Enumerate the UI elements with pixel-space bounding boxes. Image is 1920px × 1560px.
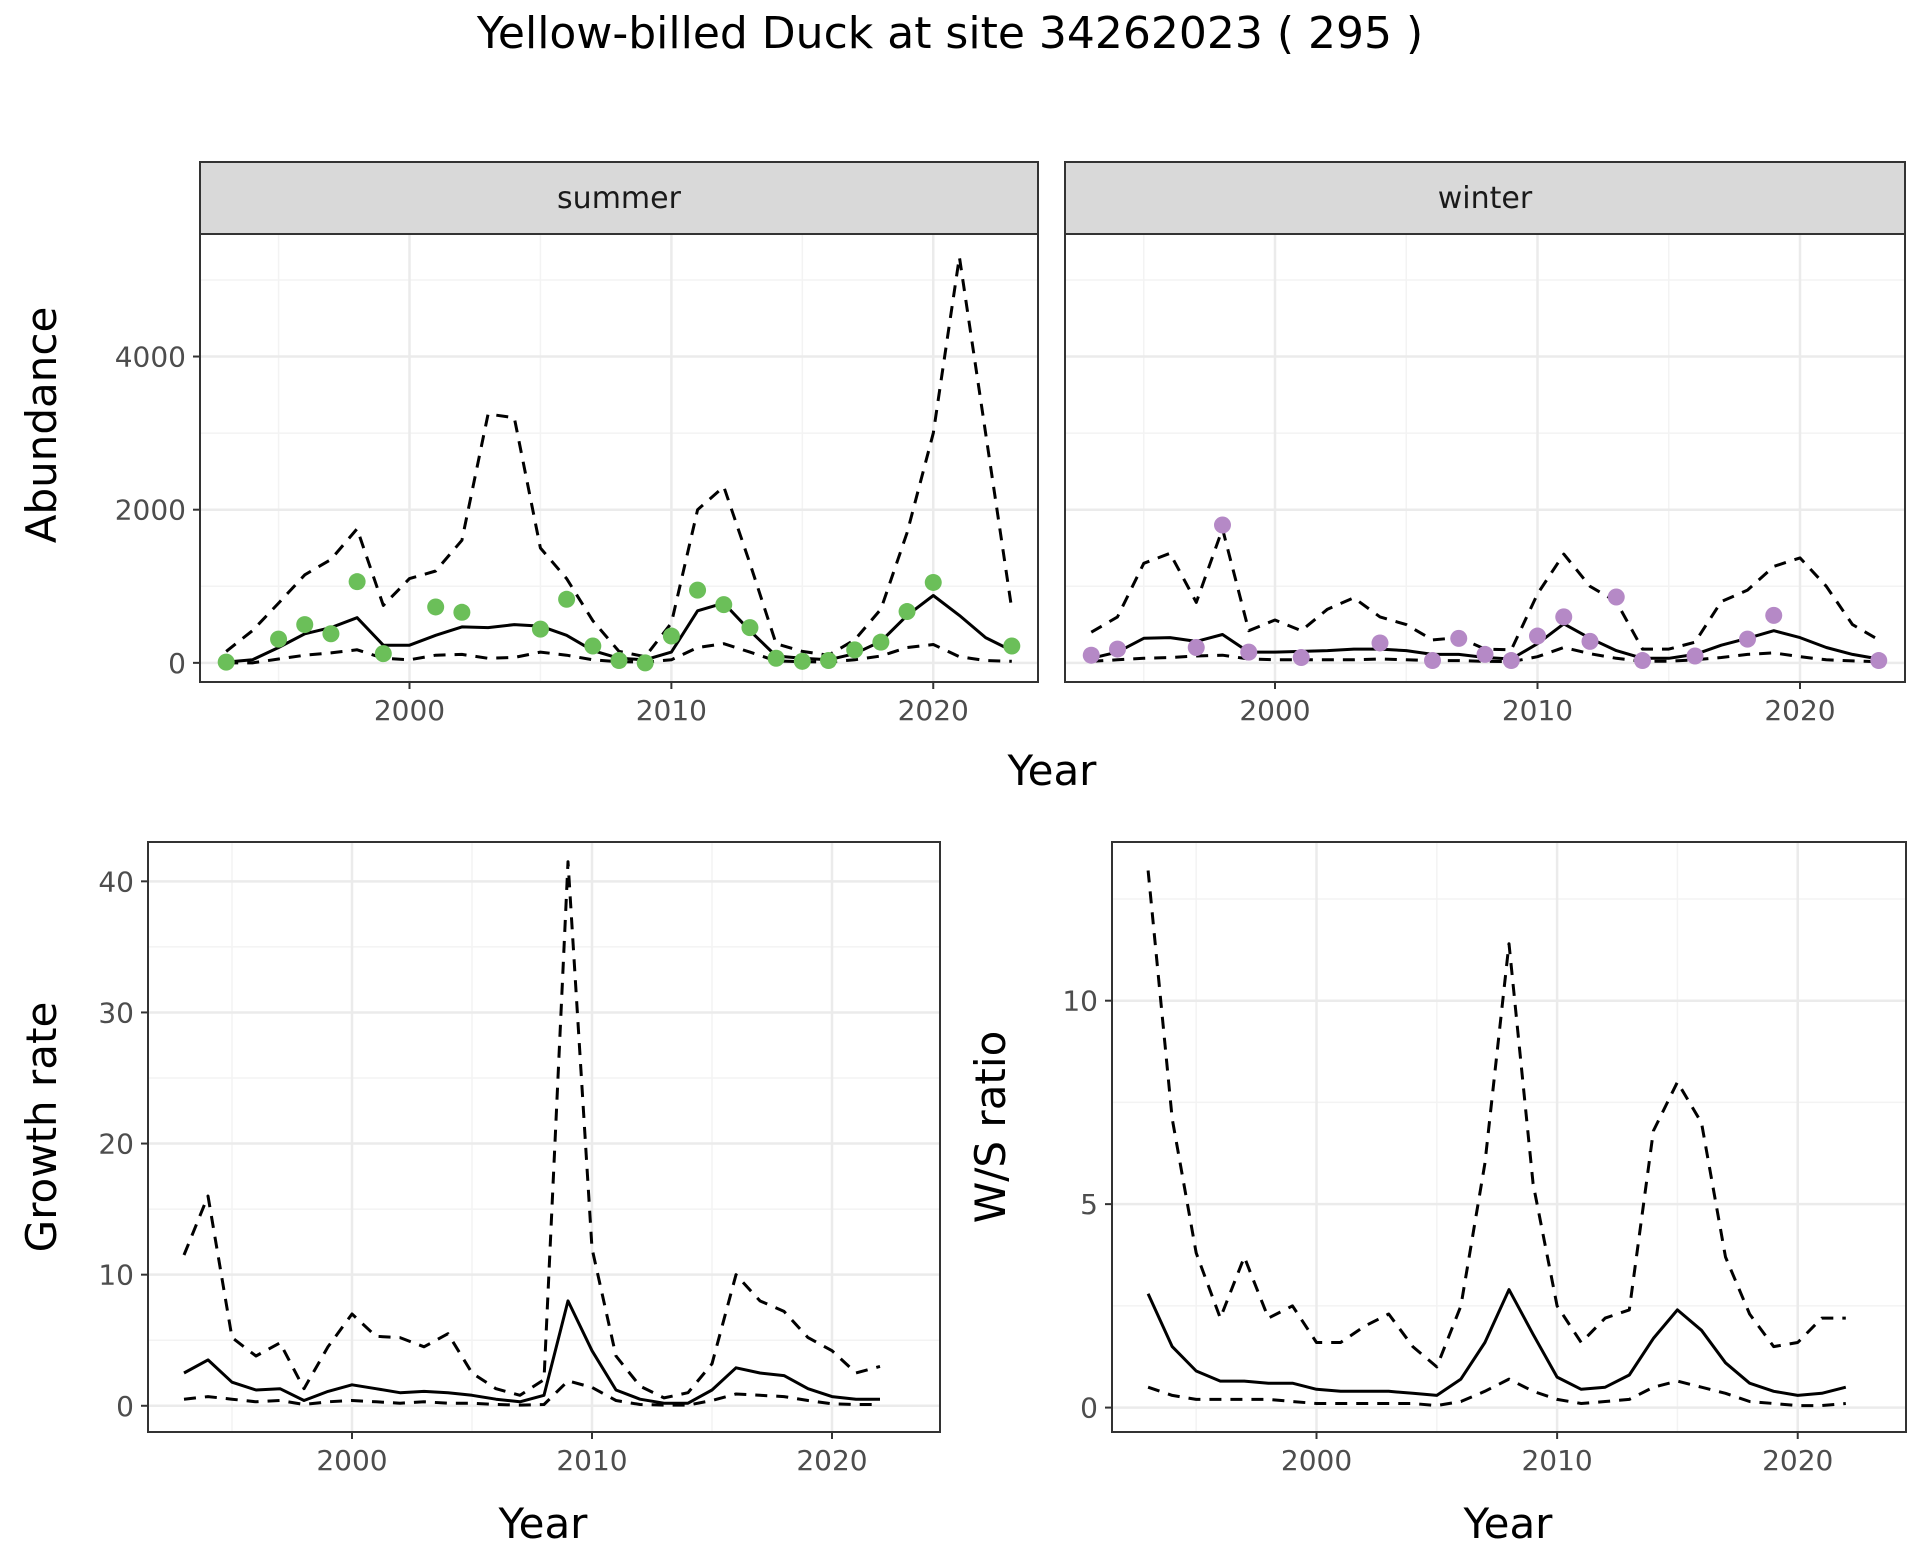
data-point — [558, 590, 576, 608]
x-tick-label: 2020 — [796, 1444, 867, 1477]
y-tick-label: 20 — [98, 1128, 134, 1161]
chart-title: Yellow-billed Duck at site 34262023 ( 29… — [476, 8, 1423, 59]
data-point — [715, 596, 733, 614]
data-point — [1765, 606, 1783, 624]
series-line-upper — [225, 255, 1014, 659]
data-point — [270, 630, 288, 648]
data-point — [1109, 640, 1126, 658]
data-point — [846, 641, 864, 659]
data-point — [1214, 516, 1231, 534]
panel-border — [199, 233, 1039, 683]
series-line-upper — [1146, 870, 1846, 1369]
data-point — [924, 573, 942, 591]
y-tick-label: 30 — [98, 996, 134, 1029]
x-tick-label: 2010 — [1521, 1444, 1592, 1477]
x-tick-label: 2020 — [898, 694, 969, 727]
data-point — [374, 645, 392, 663]
data-point — [1686, 647, 1704, 665]
data-point — [217, 653, 235, 671]
data-point — [427, 598, 445, 616]
growth-y-axis-title: Growth rate — [17, 1002, 66, 1253]
series-line-upper — [182, 860, 881, 1400]
ws-x-axis-title: Year — [1463, 1499, 1554, 1548]
data-point — [820, 652, 837, 670]
y-tick-label: 10 — [98, 1259, 134, 1292]
data-point — [1555, 608, 1573, 626]
panel-border — [1064, 233, 1906, 683]
top-x-axis-title: Year — [1007, 746, 1098, 795]
series-line-lower — [1091, 646, 1879, 664]
series-line-mean — [1146, 1288, 1847, 1397]
data-point — [1739, 630, 1756, 648]
strip-label-summer: summer — [557, 181, 682, 216]
data-point — [1240, 643, 1258, 661]
y-tick-label: 5 — [1080, 1188, 1098, 1221]
data-point — [1292, 648, 1310, 666]
series-line-mean — [183, 1299, 880, 1405]
strip-summer — [199, 161, 1039, 235]
data-point — [872, 633, 890, 651]
data-point — [1634, 652, 1651, 670]
y-tick-label: 0 — [1080, 1392, 1098, 1425]
summer-y-axis-title: Abundance — [17, 307, 66, 544]
growth-x-axis-title: Year — [498, 1499, 589, 1548]
y-tick-label: 40 — [98, 865, 134, 898]
x-tick-label: 2000 — [1239, 694, 1310, 727]
y-tick-label: 2000 — [115, 494, 186, 527]
x-tick-label: 2010 — [556, 1444, 627, 1477]
strip-winter — [1064, 161, 1906, 235]
data-point — [584, 637, 602, 655]
series-line-lower — [183, 1379, 880, 1407]
data-point — [1476, 645, 1494, 663]
data-point — [741, 619, 759, 637]
x-tick-label: 2000 — [1281, 1444, 1352, 1477]
x-tick-label: 2020 — [1764, 694, 1835, 727]
data-point — [1502, 652, 1520, 670]
y-tick-label: 4000 — [115, 341, 186, 374]
data-point — [898, 603, 916, 621]
x-tick-label: 2010 — [636, 694, 707, 727]
y-tick-label: 10 — [1062, 985, 1098, 1018]
data-point — [1581, 632, 1599, 650]
data-point — [793, 652, 811, 670]
data-point — [1187, 639, 1205, 657]
y-tick-label: 0 — [116, 1390, 134, 1423]
x-tick-label: 2000 — [316, 1444, 387, 1477]
data-point — [1870, 652, 1888, 670]
x-tick-label: 2010 — [1502, 694, 1573, 727]
panel-growth: 2000 2010 2020 0 10 20 30 40 — [98, 841, 941, 1477]
data-point — [1529, 627, 1546, 645]
data-point — [636, 654, 654, 672]
panel-ws_ratio: 2000 2010 2020 0 5 10 — [1062, 841, 1907, 1477]
data-point — [1003, 637, 1021, 655]
data-point — [767, 649, 785, 667]
panel-border — [1111, 841, 1907, 1433]
data-point — [689, 581, 707, 599]
panel-summer: summer 2000 2010 2020 0 2000 4000 — [115, 161, 1039, 727]
strip-label-winter: winter — [1438, 181, 1533, 216]
x-tick-label: 2020 — [1762, 1444, 1833, 1477]
data-point — [610, 652, 628, 670]
series-line-upper — [1090, 527, 1880, 652]
data-point — [322, 625, 340, 643]
panel-border — [147, 841, 941, 1433]
data-point — [1424, 652, 1441, 670]
ws-y-axis-title: W/S ratio — [966, 1031, 1015, 1224]
y-tick-label: 0 — [168, 647, 186, 680]
data-point — [1450, 629, 1468, 647]
x-tick-label: 2000 — [374, 694, 445, 727]
data-point — [531, 620, 549, 638]
series-line-lower — [1147, 1377, 1846, 1408]
data-point — [348, 573, 366, 591]
data-point — [1607, 588, 1625, 606]
data-point — [1082, 646, 1100, 664]
data-point — [1371, 634, 1389, 652]
data-point — [453, 603, 471, 621]
data-point — [296, 616, 314, 634]
data-point — [662, 627, 680, 645]
panel-winter: winter 2000 2010 2020 — [1064, 161, 1906, 727]
series-line-lower — [226, 642, 1012, 665]
